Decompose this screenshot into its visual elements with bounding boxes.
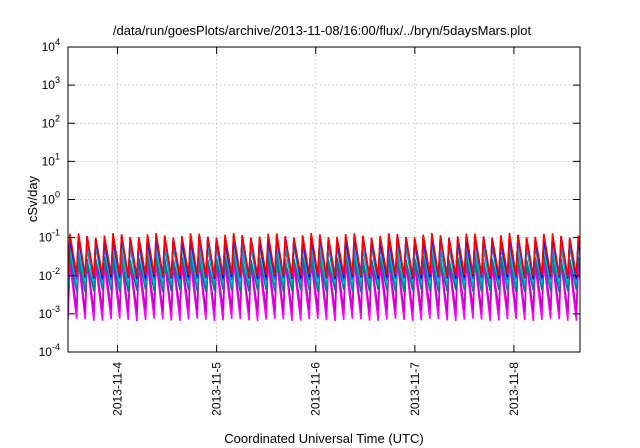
chart-title: /data/run/goesPlots/archive/2013-11-08/1… [113, 23, 532, 38]
y-tick-label: 103 [42, 75, 60, 92]
series-group [68, 232, 580, 321]
y-axis: 10-4 10-3 10-2 10-1 100 101 102 103 104 [39, 37, 580, 359]
y-tick-label: 10-3 [39, 304, 60, 321]
x-tick-label: 2013-11-4 [111, 362, 125, 416]
x-axis-label: Coordinated Universal Time (UTC) [224, 431, 423, 446]
x-tick-label: 2013-11-6 [309, 362, 323, 416]
x-tick-label: 2013-11-7 [408, 362, 422, 416]
x-tick-label: 2013-11-5 [210, 362, 224, 416]
y-tick-label: 100 [42, 190, 60, 207]
y-axis-label: cSv/day [25, 175, 40, 222]
y-tick-label: 102 [42, 113, 60, 130]
y-tick-label: 10-2 [39, 266, 60, 283]
y-tick-label: 104 [42, 37, 60, 54]
x-axis: 2013-11-4 2013-11-5 2013-11-6 2013-11-7 2013… [111, 47, 521, 416]
series-line [68, 232, 580, 278]
y-tick-label: 10-4 [39, 342, 60, 359]
y-tick-label: 101 [42, 151, 60, 168]
y-tick-label: 10-1 [39, 228, 60, 245]
x-tick-label: 2013-11-8 [507, 362, 521, 416]
